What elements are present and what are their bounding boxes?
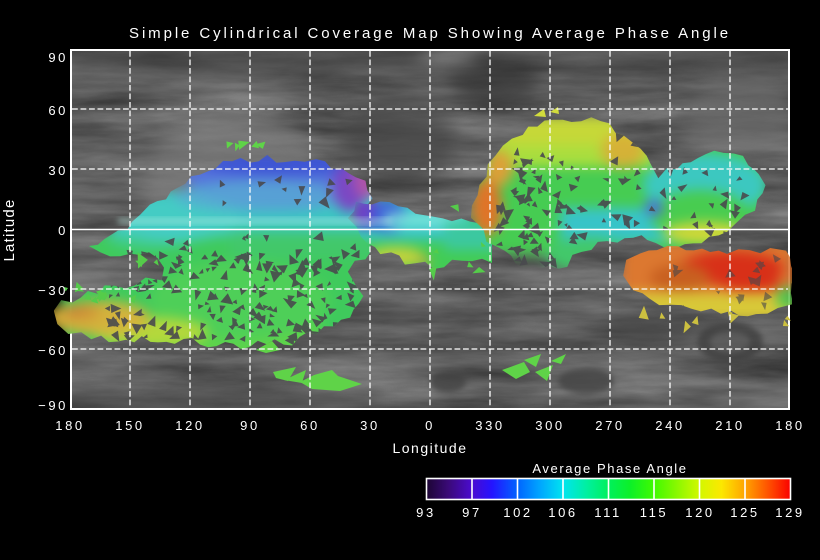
svg-text:−30: −30 <box>38 283 68 298</box>
svg-text:330: 330 <box>475 418 505 433</box>
svg-text:115: 115 <box>640 505 669 520</box>
svg-text:97: 97 <box>462 505 482 520</box>
svg-text:Longitude: Longitude <box>392 440 467 456</box>
svg-text:60: 60 <box>300 418 320 433</box>
svg-text:125: 125 <box>730 505 760 520</box>
svg-text:90: 90 <box>240 418 260 433</box>
svg-text:210: 210 <box>715 418 745 433</box>
svg-text:60: 60 <box>48 103 68 118</box>
svg-text:180: 180 <box>55 418 85 433</box>
svg-text:Average Phase Angle: Average Phase Angle <box>532 461 687 476</box>
svg-text:Simple Cylindrical Coverage Ma: Simple Cylindrical Coverage Map Showing … <box>129 25 731 42</box>
svg-text:150: 150 <box>115 418 145 433</box>
svg-text:−90: −90 <box>38 398 68 413</box>
svg-text:240: 240 <box>655 418 685 433</box>
svg-text:0: 0 <box>58 223 68 238</box>
svg-text:111: 111 <box>594 505 622 520</box>
svg-text:0: 0 <box>425 418 435 433</box>
svg-text:270: 270 <box>595 418 625 433</box>
svg-text:30: 30 <box>360 418 380 433</box>
svg-text:129: 129 <box>775 505 805 520</box>
svg-text:102: 102 <box>503 505 533 520</box>
svg-text:180: 180 <box>775 418 805 433</box>
svg-text:Latitude: Latitude <box>1 199 18 262</box>
svg-text:90: 90 <box>48 50 68 65</box>
svg-text:106: 106 <box>548 505 578 520</box>
svg-text:120: 120 <box>175 418 205 433</box>
svg-text:120: 120 <box>685 505 715 520</box>
svg-text:300: 300 <box>535 418 565 433</box>
svg-text:−60: −60 <box>38 343 68 358</box>
svg-text:93: 93 <box>416 505 436 520</box>
svg-text:30: 30 <box>48 163 68 178</box>
